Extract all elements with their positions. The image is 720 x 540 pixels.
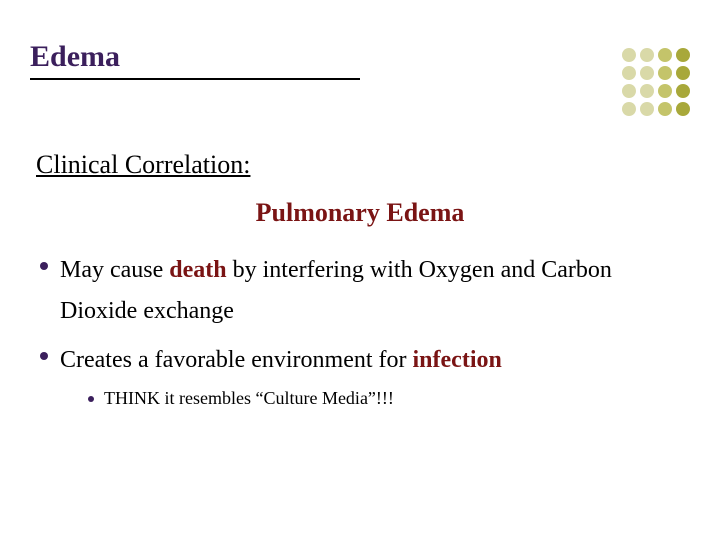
bullet-text-strong: infection: [413, 347, 502, 373]
decoration-dot: [658, 48, 672, 62]
bullet-text-pre: May cause: [60, 257, 169, 283]
decoration-dot: [658, 84, 672, 98]
bullet-item: Creates a favorable environment for infe…: [40, 340, 690, 381]
decoration-dot: [622, 102, 636, 116]
bullet-text-strong: death: [169, 257, 226, 283]
bullet-marker-icon: [40, 262, 48, 270]
slide: Edema Clinical Correlation: Pulmonary Ed…: [0, 0, 720, 540]
bullet-text-pre: Creates a favorable environment for: [60, 347, 413, 373]
decoration-dot: [676, 102, 690, 116]
decoration-dot: [676, 66, 690, 80]
decoration-dot: [640, 48, 654, 62]
decoration-dot: [640, 66, 654, 80]
decoration-dot: [676, 84, 690, 98]
slide-title: Edema: [30, 40, 690, 74]
title-underline: [30, 78, 360, 80]
dot-row: [622, 48, 690, 62]
bullet-text: Creates a favorable environment for infe…: [60, 340, 502, 381]
section-heading: Clinical Correlation:: [36, 150, 690, 180]
sub-bullet-item: THINK it resembles “Culture Media”!!!: [88, 388, 690, 409]
decoration-dot: [622, 66, 636, 80]
decoration-dot: [622, 84, 636, 98]
decoration-dot: [676, 48, 690, 62]
corner-dots-decoration: [622, 48, 690, 120]
sub-bullet-marker-icon: [88, 396, 94, 402]
bullet-list: May cause death by interfering with Oxyg…: [40, 250, 690, 409]
decoration-dot: [658, 102, 672, 116]
bullet-marker-icon: [40, 352, 48, 360]
dot-row: [622, 84, 690, 98]
decoration-dot: [658, 66, 672, 80]
decoration-dot: [622, 48, 636, 62]
dot-row: [622, 102, 690, 116]
sub-heading: Pulmonary Edema: [30, 198, 690, 228]
sub-bullet-list: THINK it resembles “Culture Media”!!!: [88, 388, 690, 409]
bullet-item: May cause death by interfering with Oxyg…: [40, 250, 690, 332]
decoration-dot: [640, 102, 654, 116]
bullet-text: May cause death by interfering with Oxyg…: [60, 250, 690, 332]
dot-row: [622, 66, 690, 80]
decoration-dot: [640, 84, 654, 98]
sub-bullet-text: THINK it resembles “Culture Media”!!!: [104, 388, 394, 409]
title-block: Edema: [30, 40, 690, 80]
